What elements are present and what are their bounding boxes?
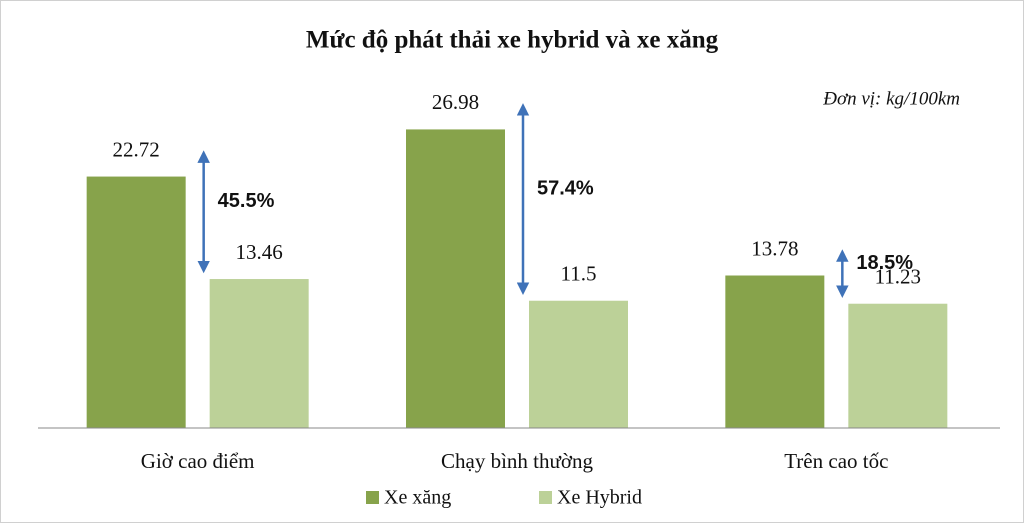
value-label: 22.72	[113, 137, 160, 161]
value-label: 13.46	[236, 240, 283, 264]
bar	[209, 279, 309, 428]
value-label: 11.23	[875, 265, 921, 289]
value-label: 13.78	[751, 236, 798, 260]
legend-label: Xe xăng	[384, 487, 451, 509]
bar	[529, 300, 628, 428]
difference-label: 18.5%	[856, 252, 913, 274]
difference-label: 57.4%	[537, 177, 594, 199]
legend-swatch	[539, 491, 552, 504]
legend-swatch	[366, 491, 379, 504]
difference-label: 45.5%	[218, 190, 275, 212]
bar	[406, 129, 505, 428]
legend-label: Xe Hybrid	[557, 487, 642, 509]
value-label: 26.98	[432, 90, 479, 114]
unit-note: Đơn vị: kg/100km	[822, 88, 960, 109]
x-tick-label: Trên cao tốc	[784, 449, 888, 473]
value-label: 11.5	[561, 262, 597, 286]
x-tick-label: Giờ cao điểm	[141, 449, 255, 473]
bar	[86, 176, 186, 428]
bar	[848, 303, 948, 428]
chart-title: Mức độ phát thải xe hybrid và xe xăng	[306, 27, 719, 54]
bar	[725, 275, 825, 428]
x-tick-label: Chạy bình thường	[441, 449, 593, 473]
